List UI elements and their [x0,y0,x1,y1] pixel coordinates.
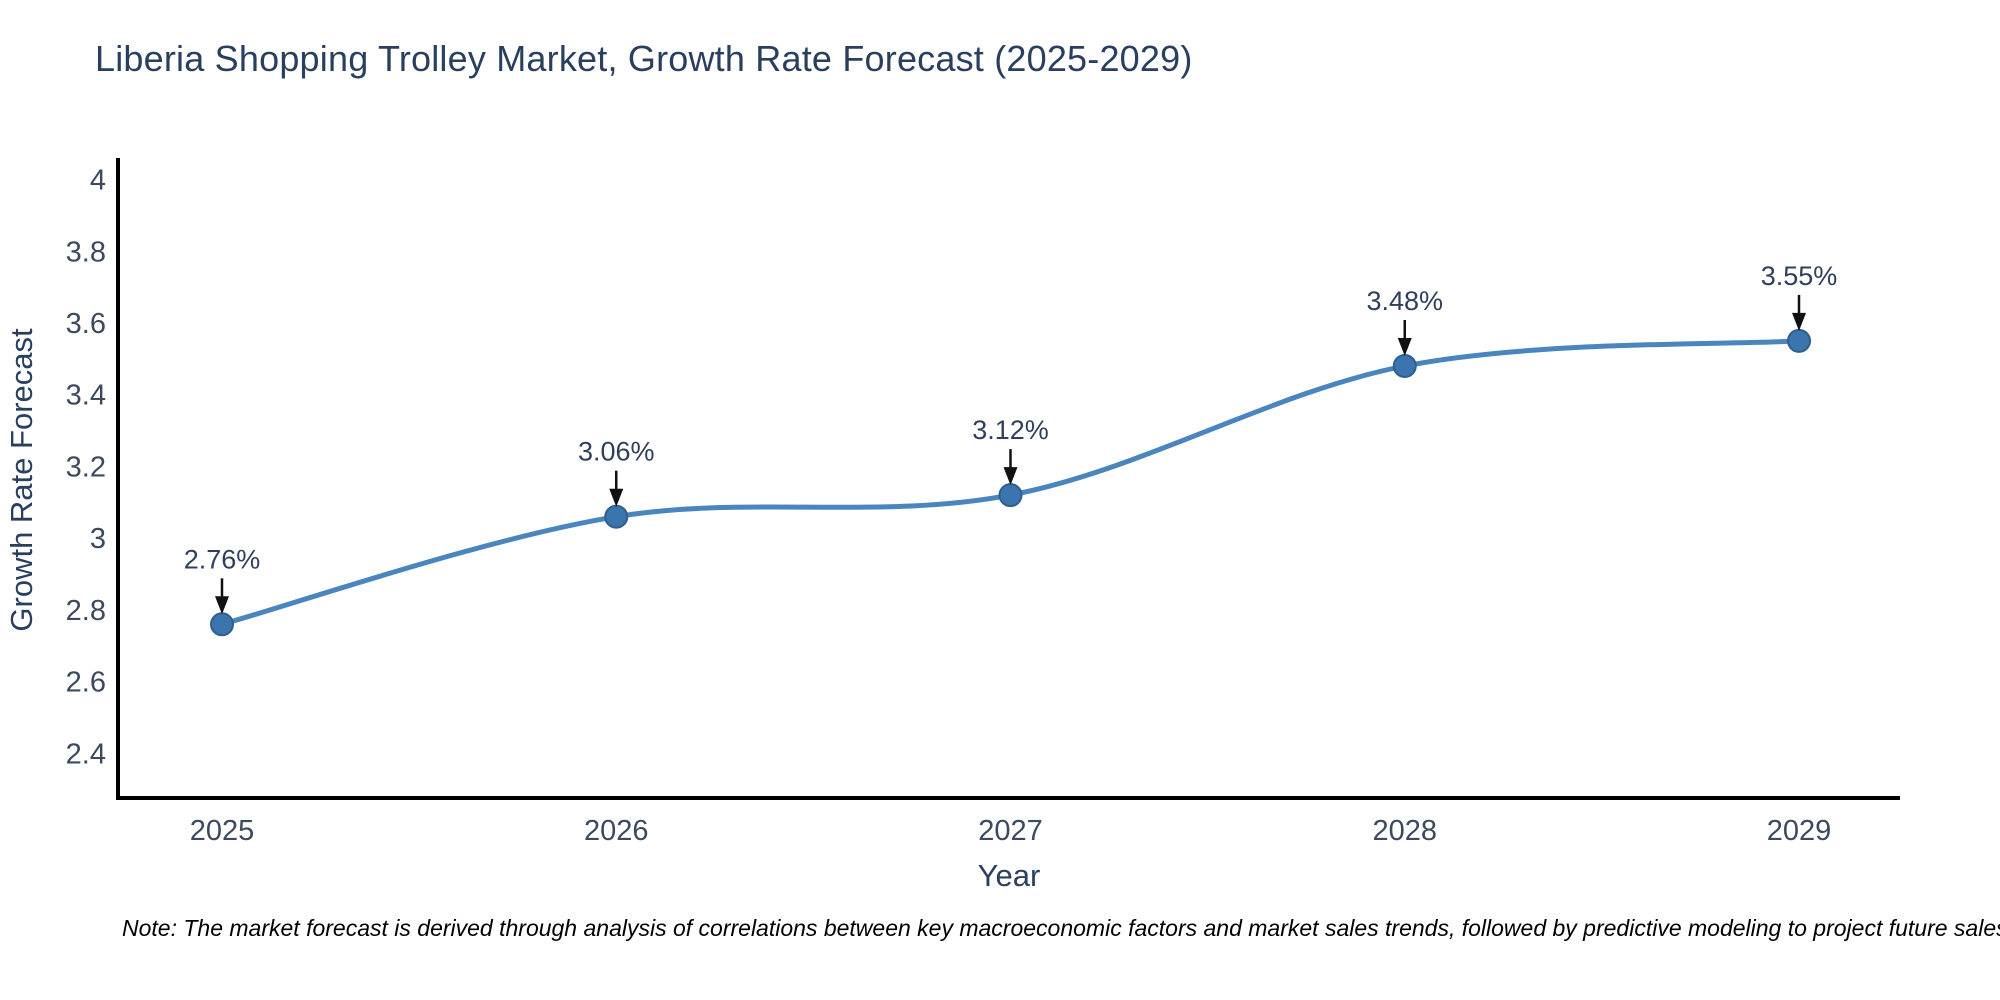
annotation-arrowhead-icon [1397,338,1412,356]
data-point-2028[interactable] [1392,354,1417,378]
x-tick-label: 2027 [978,815,1043,847]
annotation-arrowhead-icon [215,596,229,615]
data-point-2029[interactable] [1787,328,1811,353]
point-value-label: 2.76% [184,544,261,574]
x-tick-label: 2028 [1372,815,1437,847]
x-axis-title: Year [978,858,1041,893]
y-tick-label: 2.8 [66,595,106,627]
chart-title: Liberia Shopping Trolley Market, Growth … [95,38,1193,79]
y-tick-label: 3.4 [66,380,106,412]
point-value-label: 3.12% [972,415,1049,445]
y-axis-title: Growth Rate Forecast [4,328,39,632]
footnote: Note: The market forecast is derived thr… [122,915,2000,941]
y-tick-label: 3 [90,523,106,555]
annotation-arrowhead-icon [609,488,624,507]
x-tick-label: 2025 [190,815,255,847]
annotation-arrowhead-icon [1792,312,1806,331]
y-tick-label: 3.8 [66,236,106,268]
data-point-2025[interactable] [210,612,234,637]
data-point-2027[interactable] [998,483,1023,508]
y-axis-ticks: 2.4 2.6 2.8 3 3.2 3.4 3.6 3.8 4 [66,165,106,771]
y-tick-label: 3.2 [66,451,106,483]
point-value-label: 3.48% [1366,286,1443,316]
point-value-label: 3.06% [578,437,655,467]
x-tick-label: 2029 [1767,815,1832,847]
y-tick-label: 2.4 [66,738,106,770]
y-tick-label: 2.6 [66,667,106,699]
y-tick-label: 4 [90,165,106,197]
y-tick-label: 3.6 [66,308,106,340]
annotation-arrowhead-icon [1003,467,1018,486]
point-annotations: 2.76% 3.06% 3.12% 3.48% 3.55% [184,261,1838,615]
point-value-label: 3.55% [1761,261,1838,291]
x-tick-label: 2026 [584,815,649,847]
x-axis-ticks: 2025 2026 2027 2028 2029 [190,815,1832,847]
data-point-2026[interactable] [604,504,629,529]
